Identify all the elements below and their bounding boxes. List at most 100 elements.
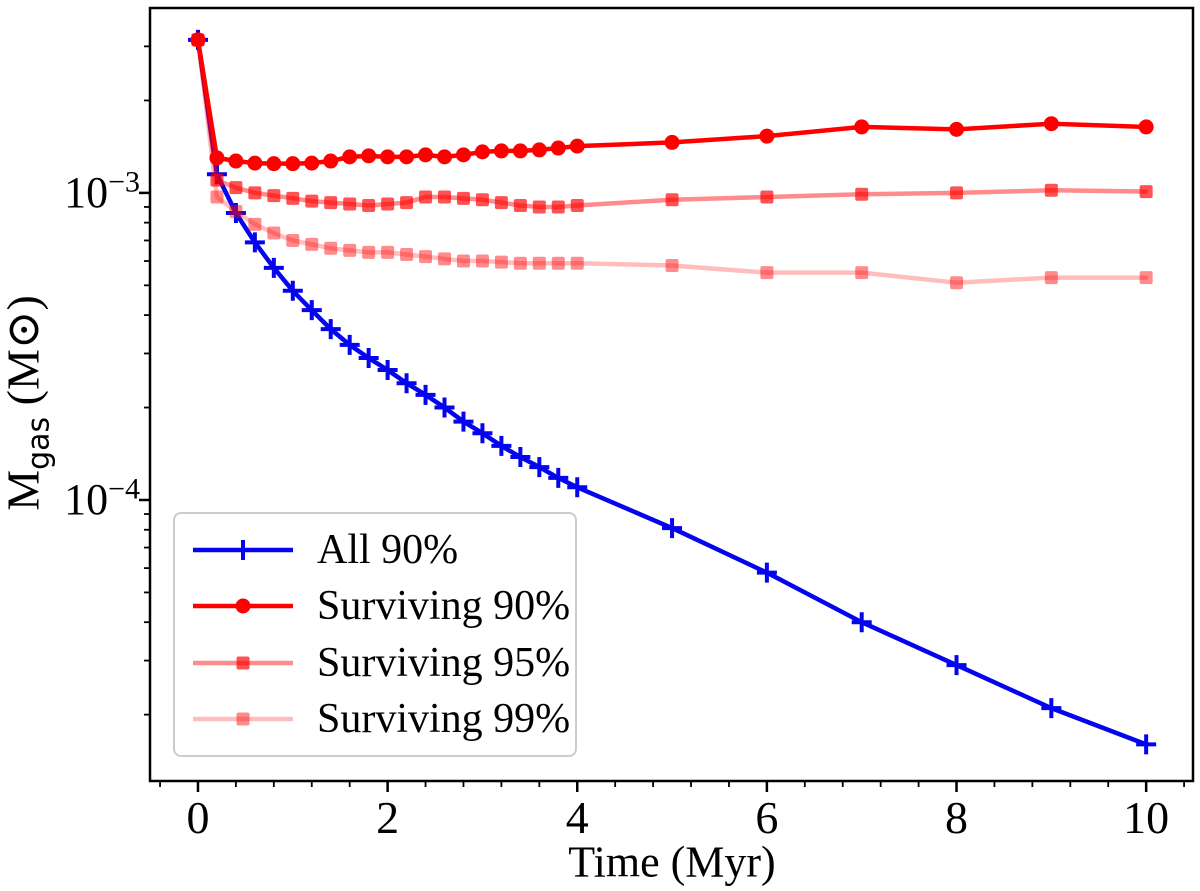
marker-square (286, 191, 300, 205)
marker-square (1044, 183, 1058, 197)
marker-plus (301, 300, 322, 321)
legend-item-surviving-95: Surviving 95% (189, 637, 571, 689)
marker-square (494, 196, 508, 210)
marker-square (343, 197, 357, 211)
marker-circle (304, 155, 320, 171)
marker-plus (851, 612, 872, 633)
marker-circle (285, 156, 301, 172)
marker-plus (225, 203, 246, 224)
marker-circle (854, 119, 870, 135)
marker-square (855, 266, 869, 280)
marker-plus (756, 562, 777, 583)
y-axis-label: Mgas (M⊙) (0, 295, 57, 511)
marker-circle (493, 143, 509, 159)
marker-square (210, 173, 224, 187)
y-axis-label-main: M (0, 469, 49, 511)
marker-square (324, 196, 338, 210)
legend-sample-surviving-90 (193, 598, 293, 614)
marker-circle (361, 148, 377, 164)
marker-square (229, 204, 243, 218)
legend-item-surviving-99: Surviving 99% (189, 693, 571, 745)
marker-square (456, 254, 470, 268)
x-tick-label-8: 8 (945, 792, 969, 843)
series-line-surviving-99 (195, 37, 1149, 285)
x-tick-label-4: 4 (565, 792, 589, 843)
marker-plus (415, 384, 436, 405)
marker-circle (418, 147, 434, 163)
marker-square (532, 200, 546, 214)
x-axis-label: Time (Myr) (568, 837, 776, 887)
marker-plus (1041, 698, 1062, 719)
marker-circle (190, 32, 206, 48)
marker-square (362, 245, 376, 259)
plot-frame (148, 6, 1195, 783)
marker-circle (266, 156, 282, 172)
marker-plus (320, 319, 341, 340)
marker-square (248, 186, 262, 200)
legend-label: Surviving 95% (317, 639, 571, 686)
marker-circle (235, 598, 251, 614)
marker-circle (247, 155, 263, 171)
marker-square (1044, 271, 1058, 285)
marker-square (950, 276, 964, 290)
marker-plus (472, 423, 493, 444)
y-tick-base: 10 (64, 474, 109, 524)
y-tick-label-1e−3: 10−3 (28, 167, 140, 217)
marker-square (760, 266, 774, 280)
legend-label: Surviving 99% (317, 695, 571, 742)
marker-square (855, 187, 869, 201)
marker-square (236, 712, 250, 726)
marker-square (760, 190, 774, 204)
marker-plus (662, 518, 683, 539)
marker-square (551, 256, 565, 270)
marker-square (513, 256, 527, 270)
marker-plus (946, 655, 967, 676)
marker-plus (491, 435, 512, 456)
series-surviving-95 (191, 33, 1153, 214)
marker-square (286, 233, 300, 247)
marker-square (267, 226, 281, 240)
marker-plus (567, 477, 588, 498)
marker-square (513, 198, 527, 212)
marker-plus (529, 457, 550, 478)
marker-square (267, 189, 281, 203)
marker-plus (1136, 734, 1157, 755)
marker-plus (510, 447, 531, 468)
marker-square (400, 196, 414, 210)
marker-circle (455, 147, 471, 163)
x-tick-label-10: 10 (1123, 792, 1170, 843)
legend-label: All 90% (317, 527, 459, 574)
legend-item-surviving-90: Surviving 90% (189, 580, 571, 632)
marker-square (494, 255, 508, 269)
marker-square (551, 200, 565, 214)
marker-circle (342, 149, 358, 165)
y-axis-label-unit: (M⊙) (0, 295, 49, 417)
marker-square (665, 259, 679, 273)
legend-item-all-90: All 90% (189, 524, 569, 576)
marker-plus (339, 334, 360, 355)
marker-plus (396, 373, 417, 394)
marker-plus (263, 257, 284, 278)
marker-square (248, 217, 262, 231)
legend-sample-surviving-95 (193, 656, 293, 670)
marker-square (343, 243, 357, 257)
marker-circle (512, 143, 528, 159)
marker-circle (380, 149, 396, 165)
marker-square (1139, 185, 1153, 199)
marker-plus (233, 540, 253, 561)
legend-label: Surviving 90% (317, 583, 571, 630)
legend: All 90% Surviving 90% Surviving 95% Survivi… (173, 512, 577, 757)
marker-square (1139, 271, 1153, 285)
marker-square (210, 190, 224, 204)
marker-square (381, 245, 395, 259)
marker-square (570, 256, 584, 270)
marker-square (381, 197, 395, 211)
marker-circle (759, 128, 775, 144)
marker-square (570, 198, 584, 212)
marker-plus (434, 397, 455, 418)
series-line-surviving-95 (195, 37, 1149, 210)
marker-square (475, 254, 489, 268)
y-tick-base: 10 (64, 167, 109, 217)
